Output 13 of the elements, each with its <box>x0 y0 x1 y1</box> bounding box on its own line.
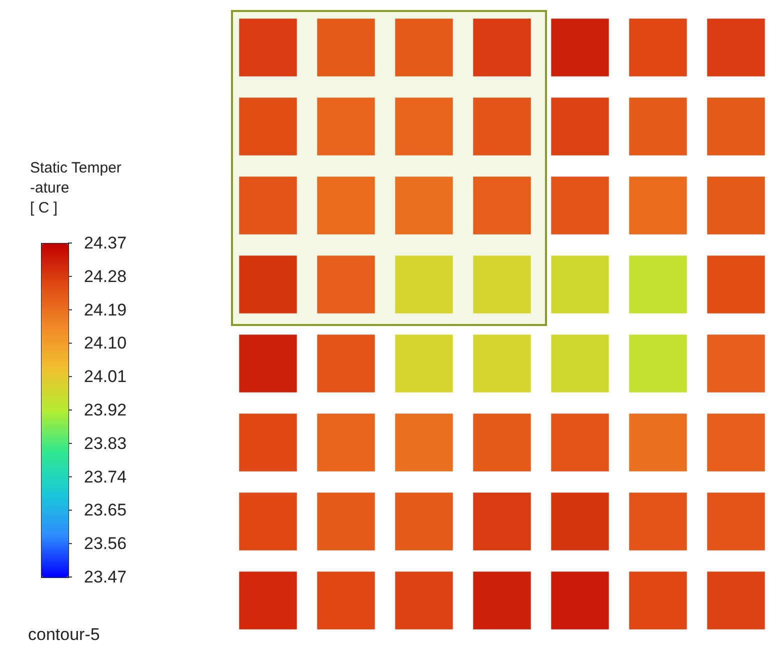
color-bar-title: Static Temper -ature [ C ] <box>30 160 122 216</box>
color-bar-label: 24.10 <box>84 334 127 353</box>
text: contour-5 <box>28 625 100 644</box>
color-bar-label: 23.56 <box>84 534 127 554</box>
color-bar-label: 24.37 <box>84 234 127 252</box>
color-bar-label: 24.01 <box>84 367 127 386</box>
color-bar-label: 23.74 <box>84 467 127 486</box>
color-bar-label: 23.92 <box>84 400 127 420</box>
color-bar-label: 23.47 <box>84 568 127 586</box>
color-bar-label: 24.19 <box>84 300 127 320</box>
color-bar-label: 23.83 <box>84 434 127 453</box>
color-bar-label: 24.28 <box>84 266 127 286</box>
color-bar-label: 23.65 <box>84 500 127 520</box>
